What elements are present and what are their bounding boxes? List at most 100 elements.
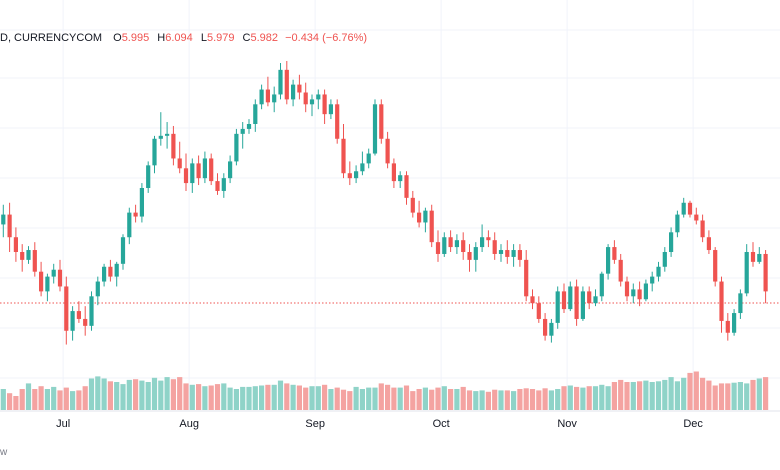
candle [669, 227, 674, 257]
low-key: L [200, 32, 207, 44]
candle [454, 234, 459, 254]
volume-bar [750, 379, 756, 410]
candle-body [536, 303, 541, 319]
candle [423, 207, 428, 233]
volume-bar [498, 390, 504, 410]
candle [347, 161, 352, 186]
candle [549, 318, 554, 343]
candle [498, 244, 504, 262]
volume-bar [555, 389, 561, 410]
candle-body [429, 210, 434, 243]
volume-bar [284, 383, 290, 410]
candle-body [612, 247, 617, 260]
candle-body [152, 138, 157, 166]
candle [719, 276, 724, 333]
candle-body [26, 250, 31, 260]
candle [284, 60, 289, 105]
candle-body [467, 252, 472, 260]
candle-body [32, 250, 37, 272]
candle [543, 313, 548, 341]
volume-bar [177, 377, 183, 410]
volume-bar [611, 382, 617, 410]
candle-body [221, 178, 226, 191]
candle-body [461, 240, 466, 252]
candle [259, 84, 264, 110]
candle-body [347, 173, 352, 179]
candle [398, 171, 403, 188]
candle [209, 153, 214, 186]
volume-bar [76, 390, 82, 410]
candle [732, 309, 737, 336]
volume-bar [233, 389, 239, 410]
volume-bar [592, 386, 599, 410]
candle-body [662, 252, 667, 267]
candle-body [656, 266, 661, 277]
volume-bar [252, 386, 258, 410]
candle [650, 271, 655, 292]
candle-body [492, 240, 497, 254]
candle [448, 230, 453, 252]
candle-body [385, 138, 390, 164]
volume-bar [221, 383, 227, 410]
volume-bar [700, 377, 706, 410]
candle [637, 281, 642, 307]
candle-body [543, 318, 548, 336]
candle-body [618, 259, 623, 282]
volume-bar [13, 396, 19, 410]
candle-body [171, 133, 176, 159]
candle-body [435, 242, 441, 254]
volume-bar [315, 386, 321, 410]
candle-body [209, 158, 214, 182]
candle [1, 204, 6, 238]
volume-bar [416, 389, 422, 410]
volume-bar [290, 384, 296, 410]
open-key: O [113, 32, 122, 44]
candle [297, 74, 302, 100]
candle [57, 259, 63, 292]
candle [303, 82, 308, 113]
volume-bar [107, 381, 113, 410]
candle [152, 135, 157, 174]
candle [675, 210, 680, 238]
candle-body [555, 291, 560, 323]
volume-bar [101, 378, 107, 410]
volume-bar [120, 384, 126, 410]
volume-bar [158, 380, 164, 410]
candle-body [297, 84, 302, 93]
candle [536, 296, 541, 323]
volume-bar [57, 390, 63, 410]
candle [114, 261, 119, 287]
volume-bar [378, 383, 384, 410]
volume-bar [202, 386, 208, 410]
candle-body [240, 128, 245, 134]
candle-body [391, 163, 396, 182]
volume-bar [391, 387, 397, 410]
candle-body [410, 197, 415, 213]
candle [354, 165, 359, 184]
candle [127, 207, 132, 245]
high-value: 6.094 [165, 32, 193, 44]
candle-body [517, 250, 522, 260]
candle [568, 281, 573, 312]
candle-body [687, 202, 693, 215]
volume-bar [504, 390, 510, 410]
candle-body [486, 237, 491, 241]
x-tick-label-jul: Jul [56, 418, 70, 430]
candle [228, 155, 233, 184]
candle-body [417, 212, 422, 223]
candle-body [700, 220, 705, 238]
volume-bar [309, 386, 315, 410]
high-key: H [157, 32, 166, 44]
candle-body [750, 252, 756, 262]
candle-body [606, 247, 611, 274]
candle-body [89, 296, 94, 326]
candle-body [322, 94, 327, 115]
volume-bar [605, 386, 611, 410]
volume-bar [485, 391, 491, 410]
volume-bar [756, 378, 762, 410]
candle-body [706, 237, 711, 251]
volume-bar [44, 389, 50, 410]
candle-body [454, 240, 459, 248]
